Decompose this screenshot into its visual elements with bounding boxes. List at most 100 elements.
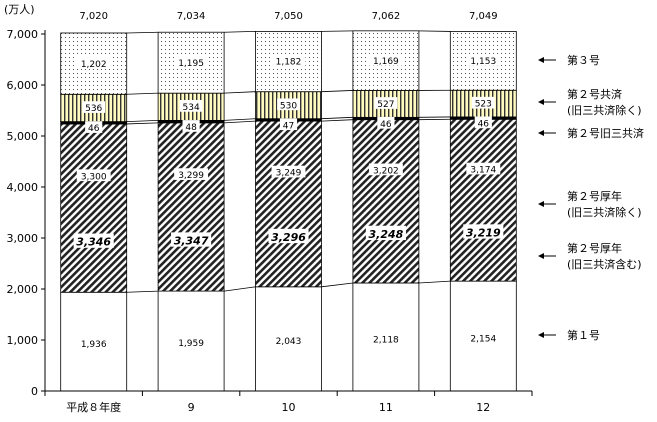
connector-line xyxy=(224,92,255,93)
legend-label: 第２号共済 xyxy=(567,87,622,101)
value-label-s1: 2,154 xyxy=(466,332,500,345)
value-label-s2a-text: 3,202 xyxy=(373,166,399,176)
value-label-s2c-text: 523 xyxy=(475,100,492,110)
value-label-combined-text: 3,248 xyxy=(369,228,404,241)
value-label-s2a-text: 3,299 xyxy=(178,171,204,181)
bar-segment-s2a xyxy=(158,123,224,291)
value-label-s3: 1,169 xyxy=(369,54,403,67)
value-label-s2c: 523 xyxy=(472,97,495,110)
legend-item-s3: 第３号 xyxy=(538,53,600,67)
connector-line xyxy=(127,32,158,33)
value-label-s2b: 48 xyxy=(183,120,200,133)
legend-item-s2a: 第２号厚年(旧三共済除く) xyxy=(538,189,642,219)
value-label-s3: 1,182 xyxy=(272,55,306,68)
y-tick-label: 5,000 xyxy=(7,130,39,143)
connector-line xyxy=(224,31,255,32)
x-tick-label: 11 xyxy=(379,401,393,414)
connector-line xyxy=(127,123,158,124)
value-label-s1: 1,936 xyxy=(77,337,111,350)
value-label-s3-text: 1,202 xyxy=(81,60,107,70)
value-label-s1-text: 2,043 xyxy=(276,337,302,347)
value-label-s2b: 46 xyxy=(475,117,492,130)
y-tick-label: 3,000 xyxy=(7,232,39,245)
connector-line xyxy=(127,291,158,292)
y-tick-label: 6,000 xyxy=(7,79,39,92)
value-label-s2a-text: 3,300 xyxy=(81,172,107,182)
value-label-s2b: 46 xyxy=(377,117,394,130)
total-label: 7,049 xyxy=(469,11,498,22)
value-label-s3-text: 1,182 xyxy=(276,58,302,68)
value-label-s2b: 46 xyxy=(85,121,102,134)
connector-line xyxy=(322,120,353,121)
connector-line xyxy=(419,281,450,283)
legend-arrow-icon xyxy=(538,201,544,207)
legend-label: (旧三共済含む) xyxy=(567,257,642,271)
total-label: 7,020 xyxy=(79,11,108,22)
value-label-s3-text: 1,153 xyxy=(470,57,496,67)
value-label-combined: 3,219 xyxy=(463,224,503,239)
connector-line xyxy=(224,119,255,121)
legend-item-s2b: 第２号旧三共済 xyxy=(538,126,644,140)
value-label-s1-text: 2,118 xyxy=(373,335,399,345)
connector-line xyxy=(224,121,255,123)
value-label-s2a-text: 3,174 xyxy=(470,166,496,176)
value-label-s1-text: 1,959 xyxy=(178,339,204,349)
value-label-combined-text: 3,347 xyxy=(174,234,209,247)
value-label-s2a: 3,249 xyxy=(272,166,306,179)
legend-item-s2c: 第２号共済(旧三共済除く) xyxy=(538,87,642,117)
connector-line xyxy=(322,283,353,287)
x-tick-label: 平成８年度 xyxy=(66,400,121,414)
value-label-s2c-text: 527 xyxy=(377,100,394,110)
bar-segment-s2a xyxy=(61,124,127,292)
value-label-s2b-text: 48 xyxy=(185,123,197,133)
bar-segment-s2a xyxy=(256,121,322,287)
value-label-s1-text: 2,154 xyxy=(470,334,496,344)
legend-label: 第２号厚年 xyxy=(567,241,622,255)
value-label-s3: 1,153 xyxy=(466,54,500,67)
legend-arrow-icon xyxy=(538,99,544,105)
legend-label: 第３号 xyxy=(567,53,600,67)
value-label-combined-text: 3,296 xyxy=(271,231,306,244)
bar-segment-s2a xyxy=(450,119,516,281)
value-label-s1: 2,118 xyxy=(369,332,403,345)
value-label-s1: 2,043 xyxy=(272,334,306,347)
legend-label: 第１号 xyxy=(567,328,600,342)
connector-line xyxy=(127,120,158,121)
value-label-s2c: 530 xyxy=(277,98,300,111)
y-tick-label: 7,000 xyxy=(7,28,39,41)
y-tick-label: 1,000 xyxy=(7,334,39,347)
value-label-combined-text: 3,219 xyxy=(466,226,501,239)
value-label-s1: 1,959 xyxy=(174,336,208,349)
value-label-s2c-text: 530 xyxy=(280,101,297,111)
value-label-s2c: 534 xyxy=(180,100,203,113)
total-label: 7,034 xyxy=(177,11,206,22)
value-label-s2b-text: 46 xyxy=(380,120,392,130)
value-label-s2c: 536 xyxy=(82,101,105,114)
value-label-s2a: 3,202 xyxy=(369,164,403,177)
value-label-s2b: 47 xyxy=(280,118,297,131)
value-label-s3-text: 1,169 xyxy=(373,57,399,67)
bar-segment-s2a xyxy=(353,120,419,283)
y-tick-label: 0 xyxy=(31,385,38,398)
connector-line xyxy=(322,117,353,118)
value-label-combined: 3,347 xyxy=(171,232,211,247)
legend-item-combined: 第２号厚年 (旧三共済含む) xyxy=(538,241,642,271)
value-label-s2b-text: 46 xyxy=(88,124,100,134)
total-label: 7,050 xyxy=(274,11,303,22)
legend-arrow-icon xyxy=(538,253,544,259)
connector-line xyxy=(322,31,353,32)
connector-line xyxy=(419,31,450,32)
legend-label: 第２号厚年 xyxy=(567,189,622,203)
total-label: 7,062 xyxy=(372,11,401,22)
value-label-s2a: 3,299 xyxy=(174,168,208,181)
y-axis-unit-label: (万人) xyxy=(4,3,35,16)
value-label-s1-text: 1,936 xyxy=(81,340,107,350)
value-label-s2c-text: 534 xyxy=(183,103,200,113)
value-label-s2a-text: 3,249 xyxy=(276,169,302,179)
legend-label: 第２号旧三共済 xyxy=(567,126,644,140)
y-tick-label: 2,000 xyxy=(7,283,39,296)
connector-line xyxy=(224,287,255,291)
legend-item-s1: 第１号 xyxy=(538,328,600,342)
